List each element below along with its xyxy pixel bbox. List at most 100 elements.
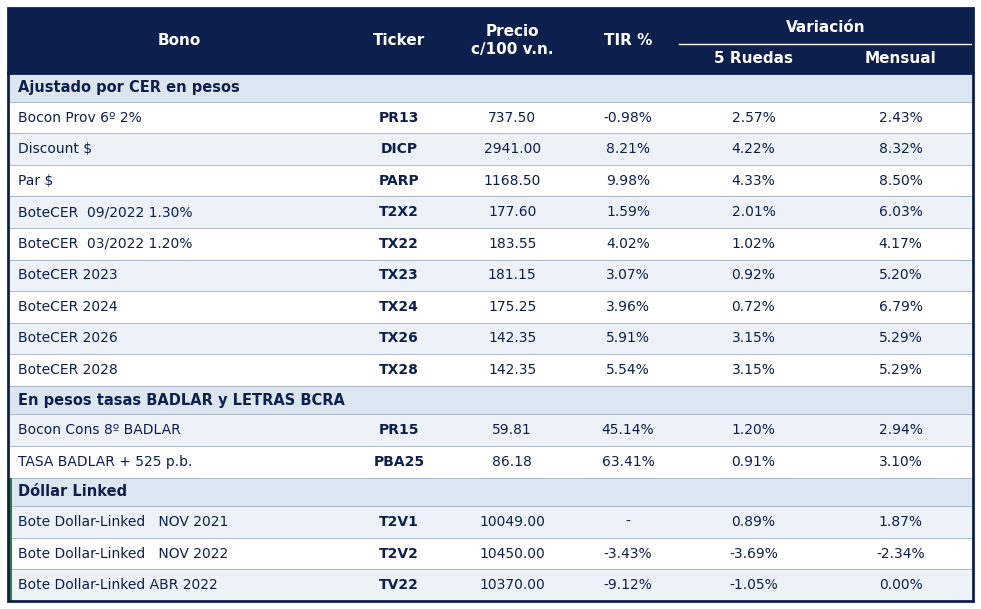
Text: En pesos tasas BADLAR y LETRAS BCRA: En pesos tasas BADLAR y LETRAS BCRA [18, 393, 345, 407]
Text: -1.05%: -1.05% [729, 578, 778, 592]
Text: 9.98%: 9.98% [606, 174, 650, 188]
Bar [8, 291, 973, 323]
Text: DICP: DICP [381, 142, 417, 156]
Bar [8, 506, 12, 538]
Text: 6.03%: 6.03% [879, 205, 922, 219]
Text: 1168.50: 1168.50 [484, 174, 541, 188]
Text: 3.07%: 3.07% [606, 269, 649, 283]
Bar [8, 259, 973, 291]
Text: BoteCER 2028: BoteCER 2028 [18, 363, 118, 377]
Text: Bono: Bono [158, 33, 201, 48]
Text: -3.69%: -3.69% [729, 547, 778, 561]
Text: BoteCER 2026: BoteCER 2026 [18, 331, 118, 345]
Text: 5.29%: 5.29% [879, 331, 922, 345]
Text: 8.21%: 8.21% [606, 142, 650, 156]
Text: 0.92%: 0.92% [732, 269, 775, 283]
Text: TX23: TX23 [379, 269, 419, 283]
Text: 1.20%: 1.20% [732, 423, 775, 437]
Text: Bote Dollar-Linked   NOV 2022: Bote Dollar-Linked NOV 2022 [18, 547, 229, 561]
Text: 6.79%: 6.79% [879, 300, 922, 314]
Text: 63.41%: 63.41% [601, 455, 654, 469]
Bar [8, 446, 973, 477]
Text: T2V1: T2V1 [379, 515, 419, 529]
Text: 2941.00: 2941.00 [484, 142, 541, 156]
Bar [8, 228, 973, 259]
Text: -3.43%: -3.43% [603, 547, 652, 561]
Text: PR13: PR13 [379, 110, 419, 124]
Text: 737.50: 737.50 [489, 110, 537, 124]
Text: 2.43%: 2.43% [879, 110, 922, 124]
Bar [8, 538, 973, 569]
Text: Ajustado por CER en pesos: Ajustado por CER en pesos [18, 80, 239, 95]
Text: 86.18: 86.18 [492, 455, 532, 469]
Text: 142.35: 142.35 [489, 331, 537, 345]
Text: BoteCER  03/2022 1.20%: BoteCER 03/2022 1.20% [18, 237, 192, 251]
Text: T2V2: T2V2 [379, 547, 419, 561]
Text: Bote Dollar-Linked   NOV 2021: Bote Dollar-Linked NOV 2021 [18, 515, 229, 529]
Bar [8, 477, 12, 506]
Bar [8, 569, 973, 601]
Text: BoteCER 2024: BoteCER 2024 [18, 300, 118, 314]
Text: 8.50%: 8.50% [879, 174, 922, 188]
Text: 4.17%: 4.17% [879, 237, 922, 251]
Text: 4.33%: 4.33% [732, 174, 775, 188]
Text: TX22: TX22 [379, 237, 419, 251]
Text: 10450.00: 10450.00 [480, 547, 545, 561]
Bar [8, 569, 12, 601]
Text: 2.01%: 2.01% [732, 205, 775, 219]
Text: 10370.00: 10370.00 [480, 578, 545, 592]
Text: BoteCER 2023: BoteCER 2023 [18, 269, 118, 283]
Text: -: - [626, 515, 631, 529]
Text: Par $: Par $ [18, 174, 53, 188]
Text: PBA25: PBA25 [373, 455, 425, 469]
Bar [8, 415, 973, 446]
Text: TV22: TV22 [379, 578, 419, 592]
Text: 45.14%: 45.14% [601, 423, 654, 437]
Text: 59.81: 59.81 [492, 423, 532, 437]
Text: TX26: TX26 [379, 331, 419, 345]
Bar [8, 8, 973, 73]
Bar [8, 102, 973, 133]
Text: -0.98%: -0.98% [603, 110, 652, 124]
Text: 8.32%: 8.32% [879, 142, 922, 156]
Bar [8, 73, 973, 102]
Text: Discount $: Discount $ [18, 142, 92, 156]
Bar [8, 165, 973, 197]
Text: 181.15: 181.15 [488, 269, 537, 283]
Text: 4.02%: 4.02% [606, 237, 649, 251]
Text: Bote Dollar-Linked ABR 2022: Bote Dollar-Linked ABR 2022 [18, 578, 218, 592]
Bar [8, 133, 973, 165]
Text: Bocon Prov 6º 2%: Bocon Prov 6º 2% [18, 110, 141, 124]
Text: 177.60: 177.60 [488, 205, 537, 219]
Text: -2.34%: -2.34% [876, 547, 925, 561]
Text: TASA BADLAR + 525 p.b.: TASA BADLAR + 525 p.b. [18, 455, 192, 469]
Text: Bocon Cons 8º BADLAR: Bocon Cons 8º BADLAR [18, 423, 181, 437]
Text: PR15: PR15 [379, 423, 419, 437]
Bar [8, 323, 973, 354]
Text: 1.02%: 1.02% [732, 237, 775, 251]
Text: 1.87%: 1.87% [879, 515, 922, 529]
Text: T2X2: T2X2 [379, 205, 419, 219]
Text: Dóllar Linked: Dóllar Linked [18, 485, 128, 499]
Text: 4.22%: 4.22% [732, 142, 775, 156]
Text: 5 Ruedas: 5 Ruedas [714, 51, 793, 66]
Text: TX28: TX28 [379, 363, 419, 377]
Text: 2.57%: 2.57% [732, 110, 775, 124]
Text: Variación: Variación [786, 20, 865, 35]
Bar [8, 385, 973, 415]
Text: 0.91%: 0.91% [732, 455, 775, 469]
Bar [8, 197, 973, 228]
Text: 5.29%: 5.29% [879, 363, 922, 377]
Text: 5.20%: 5.20% [879, 269, 922, 283]
Text: 2.94%: 2.94% [879, 423, 922, 437]
Text: 3.15%: 3.15% [732, 363, 775, 377]
Text: TIR %: TIR % [604, 33, 652, 48]
Text: 0.72%: 0.72% [732, 300, 775, 314]
Text: Ticker: Ticker [373, 33, 425, 48]
Text: BoteCER  09/2022 1.30%: BoteCER 09/2022 1.30% [18, 205, 192, 219]
Text: 5.54%: 5.54% [606, 363, 649, 377]
Text: 175.25: 175.25 [489, 300, 537, 314]
Text: PARP: PARP [379, 174, 419, 188]
Text: Mensual: Mensual [864, 51, 937, 66]
Bar [8, 354, 973, 385]
